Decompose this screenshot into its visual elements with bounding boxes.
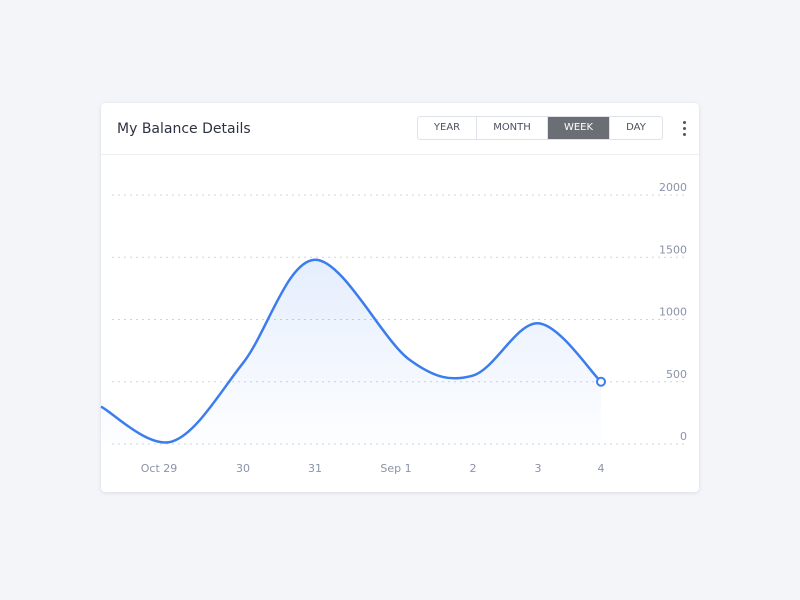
x-tick-label: 2 — [470, 462, 477, 475]
y-tick-label: 1000 — [659, 306, 687, 319]
x-tick-label: 30 — [236, 462, 250, 475]
period-selector: YEAR MONTH WEEK DAY — [417, 116, 663, 140]
x-tick-label: 3 — [535, 462, 542, 475]
y-tick-label: 2000 — [659, 181, 687, 194]
x-tick-label: 4 — [598, 462, 605, 475]
period-button[interactable]: WEEK — [547, 117, 609, 139]
y-tick-label: 500 — [666, 368, 687, 381]
header-divider — [101, 154, 699, 155]
card-title: My Balance Details — [117, 121, 251, 137]
x-tick-label: 31 — [308, 462, 322, 475]
period-button[interactable]: MONTH — [476, 117, 547, 139]
y-tick-label: 0 — [680, 430, 687, 443]
x-tick-label: Oct 29 — [141, 462, 178, 475]
x-tick-label: Sep 1 — [380, 462, 411, 475]
period-button[interactable]: DAY — [609, 117, 662, 139]
area — [101, 259, 601, 444]
menu-button[interactable] — [683, 121, 687, 139]
line — [100, 258, 602, 444]
y-tick-label: 1500 — [659, 243, 687, 256]
end-point — [596, 376, 606, 387]
period-button[interactable]: YEAR — [433, 122, 461, 133]
